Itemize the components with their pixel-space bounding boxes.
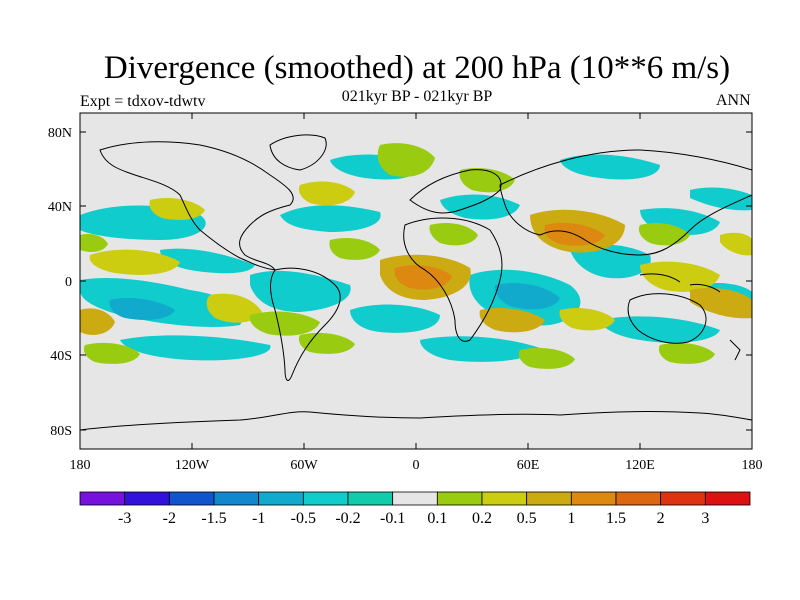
lon-label-120e: 120E [625, 458, 655, 473]
colorbar-swatch [526, 491, 572, 506]
season-label: ANN [716, 92, 751, 109]
lat-label-eq: 0 [65, 275, 72, 290]
coastlines [80, 134, 752, 431]
chart-title: Divergence (smoothed) at 200 hPa (10**6 … [103, 50, 731, 86]
lon-label-60w: 60W [290, 458, 318, 473]
colorbar-swatch [570, 491, 617, 506]
colorbar-label: -2 [163, 510, 176, 527]
colorbar-label: -0.5 [291, 510, 316, 527]
colorbar-label: -3 [118, 510, 131, 527]
colorbar-label: 1.5 [606, 510, 626, 527]
colorbar-swatch [258, 491, 304, 506]
lon-label-60e: 60E [517, 458, 540, 473]
colorbar-swatch [79, 491, 126, 506]
colorbar [79, 491, 751, 506]
lon-label-0: 0 [413, 458, 420, 473]
lon-label-120w: 120W [175, 458, 210, 473]
colorbar-label: 0.2 [472, 510, 492, 527]
colorbar-label: -0.2 [335, 510, 360, 527]
colorbar-swatch [213, 491, 260, 506]
chart-subtitle: 021kyr BP - 021kyr BP [341, 88, 493, 105]
colorbar-label: 0.5 [517, 510, 537, 527]
experiment-label: Expt = tdxov-tdwtv [80, 93, 206, 110]
colorbar-label: -1 [252, 510, 265, 527]
lon-label-180e: 180 [742, 458, 763, 473]
lat-label-40n: 40N [48, 200, 72, 215]
colorbar-swatch [436, 491, 483, 506]
colorbar-label: 0.1 [427, 510, 447, 527]
colorbar-label: 2 [657, 510, 665, 527]
colorbar-swatch [660, 491, 706, 506]
colorbar-swatch [704, 491, 751, 506]
colorbar-labels: -3 -2 -1.5 -1 -0.5 -0.2 -0.1 0.1 0.2 0.5 1 1.5 2 3 [118, 510, 709, 527]
colorbar-label: 1 [567, 510, 575, 527]
colorbar-swatch [168, 491, 215, 506]
lat-label-80n: 80N [48, 126, 72, 141]
colorbar-swatch [392, 491, 438, 506]
axis-ticks [79, 113, 753, 449]
colorbar-swatch [347, 491, 394, 506]
lat-label-80s: 80S [50, 424, 72, 439]
colorbar-swatch [302, 491, 349, 506]
colorbar-label: -0.1 [380, 510, 405, 527]
colorbar-swatch [481, 491, 528, 506]
colorbar-swatch [124, 491, 170, 506]
divergence-field [80, 143, 752, 369]
lon-label-180w: 180 [70, 458, 91, 473]
colorbar-label: -1.5 [201, 510, 226, 527]
lat-label-40s: 40S [50, 349, 72, 364]
colorbar-label: 3 [701, 510, 709, 527]
colorbar-swatch [615, 491, 662, 506]
